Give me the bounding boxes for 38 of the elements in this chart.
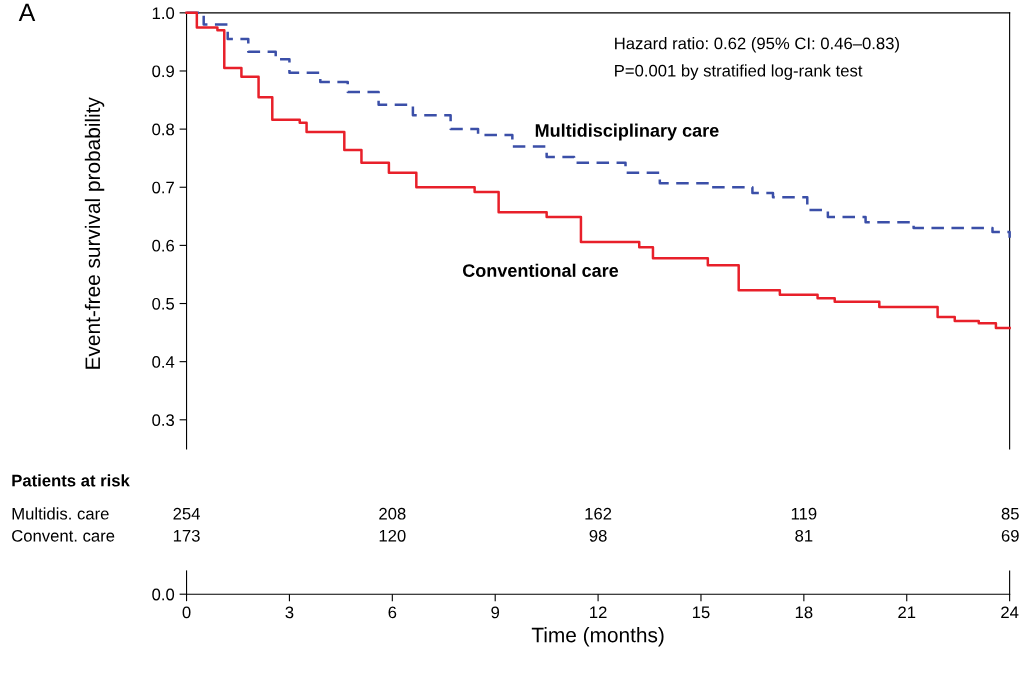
x-tick-label: 9 [491, 606, 500, 619]
series-label: Multidisciplinary care [535, 123, 719, 141]
x-tick-label: 12 [590, 606, 607, 619]
annotation: 162 [585, 507, 612, 520]
y-tick-label: 0.7 [152, 181, 174, 194]
x-tick-label: 3 [285, 606, 294, 619]
x-tick-label: 0 [182, 606, 191, 619]
x-tick-label: 6 [388, 606, 397, 619]
annotation: 98 [589, 529, 607, 542]
x-axis-title: Time (months) [531, 627, 664, 647]
text: Multidis. care [12, 507, 109, 520]
text: A [18, 3, 36, 22]
x-tick-label: 15 [692, 606, 710, 619]
x-tick-label: 24 [1001, 606, 1019, 619]
annotation: 85 [1001, 507, 1019, 520]
annotation: 254 [173, 507, 200, 520]
annotation: 208 [379, 507, 406, 520]
annotation: Hazard ratio: 0.62 (95% CI: 0.46–0.83) [615, 37, 899, 53]
y-tick-label: 0.9 [152, 65, 174, 78]
y-tick-label: 1.0 [152, 7, 175, 20]
text: Convent. care [12, 529, 115, 542]
y-tick-label: 0.8 [152, 123, 175, 136]
annotation: 81 [795, 529, 813, 542]
y-tick-label: 0.6 [152, 239, 175, 252]
series-label: Conventional care [462, 263, 619, 277]
annotation: 173 [173, 529, 200, 542]
y-axis-title: Event-free survival probability [84, 97, 105, 369]
x-tick-label: 21 [898, 606, 916, 619]
x-tick-label: 18 [795, 606, 813, 619]
y-tick-label: 0.5 [152, 297, 175, 310]
annotation: 119 [791, 507, 817, 520]
y-tick-label: 0.3 [152, 414, 175, 426]
annotation: 120 [379, 529, 406, 542]
text: Patients at risk [12, 474, 130, 487]
y-tick-label: 0.0 [152, 588, 175, 601]
y-tick-label: 0.4 [152, 356, 175, 368]
annotation: 69 [1001, 529, 1019, 542]
annotation: P=0.001 by stratified log-rank test [615, 64, 863, 80]
